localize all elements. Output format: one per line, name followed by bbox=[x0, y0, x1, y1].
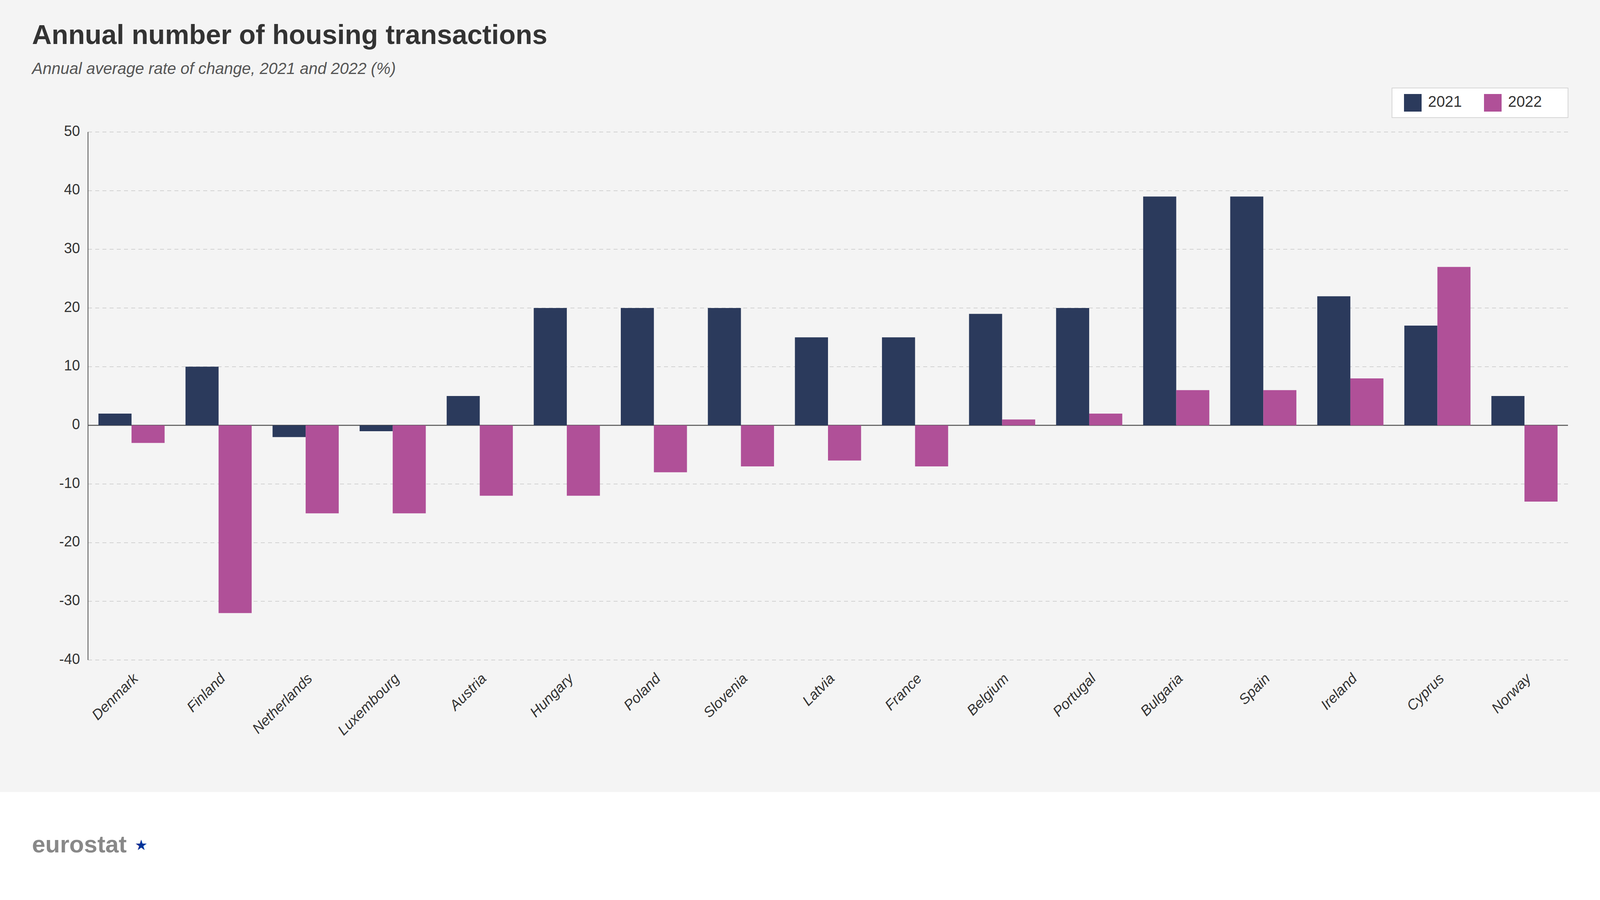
bar bbox=[1143, 196, 1177, 426]
bar bbox=[1350, 378, 1384, 426]
grid-line bbox=[88, 601, 1568, 602]
x-tick-label: Ireland bbox=[1317, 670, 1361, 714]
x-tick-label: Bulgaria bbox=[1137, 670, 1186, 719]
bar bbox=[272, 425, 306, 437]
bar bbox=[446, 396, 480, 426]
x-tick-label: Luxembourg bbox=[334, 670, 403, 739]
x-tick-label: Slovenia bbox=[700, 670, 751, 721]
y-tick-label: 10 bbox=[64, 357, 80, 374]
bar bbox=[131, 425, 165, 443]
grid bbox=[88, 132, 1568, 660]
y-tick-label: -10 bbox=[59, 474, 80, 492]
legend-label: 2021 bbox=[1428, 93, 1462, 110]
x-tick-label: Austria bbox=[445, 670, 490, 714]
y-axis-line bbox=[87, 132, 89, 660]
bar bbox=[218, 425, 252, 613]
x-tick-label: Portugal bbox=[1049, 670, 1100, 720]
bars bbox=[98, 196, 1558, 613]
x-tick-label: Hungary bbox=[526, 669, 578, 721]
bar bbox=[708, 308, 742, 426]
bar bbox=[185, 366, 219, 426]
bar bbox=[98, 413, 132, 426]
bar bbox=[654, 425, 688, 472]
grid-line bbox=[88, 190, 1568, 192]
bar bbox=[1524, 425, 1558, 502]
bar bbox=[1404, 325, 1438, 426]
footer bbox=[0, 792, 1600, 900]
bar bbox=[740, 425, 774, 467]
annotation: eurostat bbox=[32, 830, 127, 858]
bar bbox=[1089, 413, 1123, 426]
x-tick-label: Belgium bbox=[963, 670, 1012, 719]
x-tick-label: Poland bbox=[620, 670, 664, 714]
bar bbox=[969, 314, 1003, 426]
bar bbox=[1176, 390, 1210, 426]
bar bbox=[305, 425, 339, 514]
legend-swatch bbox=[1484, 94, 1502, 112]
annotation: ★ bbox=[134, 836, 148, 854]
x-tick-label: Netherlands bbox=[248, 670, 316, 737]
y-tick-label: 50 bbox=[64, 122, 80, 140]
bar bbox=[566, 425, 600, 496]
grid-line bbox=[88, 542, 1568, 544]
bar bbox=[1002, 419, 1036, 426]
bar bbox=[392, 425, 426, 514]
x-tick-label: Norway bbox=[1488, 669, 1535, 717]
legend-swatch bbox=[1404, 94, 1422, 112]
legend-box bbox=[1392, 88, 1568, 118]
x-tick-label: Latvia bbox=[798, 670, 838, 709]
subtitle: Annual average rate of change, 2021 and … bbox=[31, 59, 396, 78]
bar bbox=[359, 425, 393, 432]
grid-line bbox=[88, 659, 1568, 661]
bar bbox=[533, 308, 567, 426]
bar bbox=[1437, 266, 1471, 426]
x-tick-label: Finland bbox=[183, 670, 229, 716]
y-tick-label: 30 bbox=[64, 240, 80, 257]
legend: 2021 2022 bbox=[1392, 88, 1568, 118]
bar bbox=[882, 337, 916, 426]
legend-label: 2022 bbox=[1508, 93, 1542, 110]
x-tick-label: France bbox=[881, 670, 925, 714]
x-tick-label: Denmark bbox=[88, 669, 142, 724]
grid-line bbox=[88, 249, 1568, 250]
y-tick-label: -20 bbox=[59, 533, 80, 550]
bar bbox=[479, 425, 513, 496]
bar bbox=[915, 425, 949, 467]
bar bbox=[620, 308, 654, 426]
y-tick-label: 0 bbox=[72, 416, 80, 433]
bar bbox=[1317, 296, 1351, 426]
y-tick-label: 40 bbox=[64, 181, 80, 198]
bar bbox=[794, 337, 828, 426]
y-tick-label: 20 bbox=[64, 298, 80, 316]
bar bbox=[1263, 390, 1297, 426]
x-tick-label: Spain bbox=[1235, 670, 1273, 708]
bar bbox=[1056, 308, 1090, 426]
background bbox=[0, 0, 1600, 900]
y-tick-label: -30 bbox=[59, 592, 80, 609]
bar bbox=[828, 425, 862, 461]
bar bbox=[1230, 196, 1264, 426]
chart: Annual number of housing transactions Ann… bbox=[0, 0, 1600, 900]
grid-line bbox=[88, 131, 1568, 133]
bar bbox=[1491, 396, 1525, 426]
x-tick-label: Cyprus bbox=[1403, 670, 1448, 714]
title: Annual number of housing transactions bbox=[32, 19, 548, 50]
y-tick-label: -40 bbox=[59, 650, 80, 668]
